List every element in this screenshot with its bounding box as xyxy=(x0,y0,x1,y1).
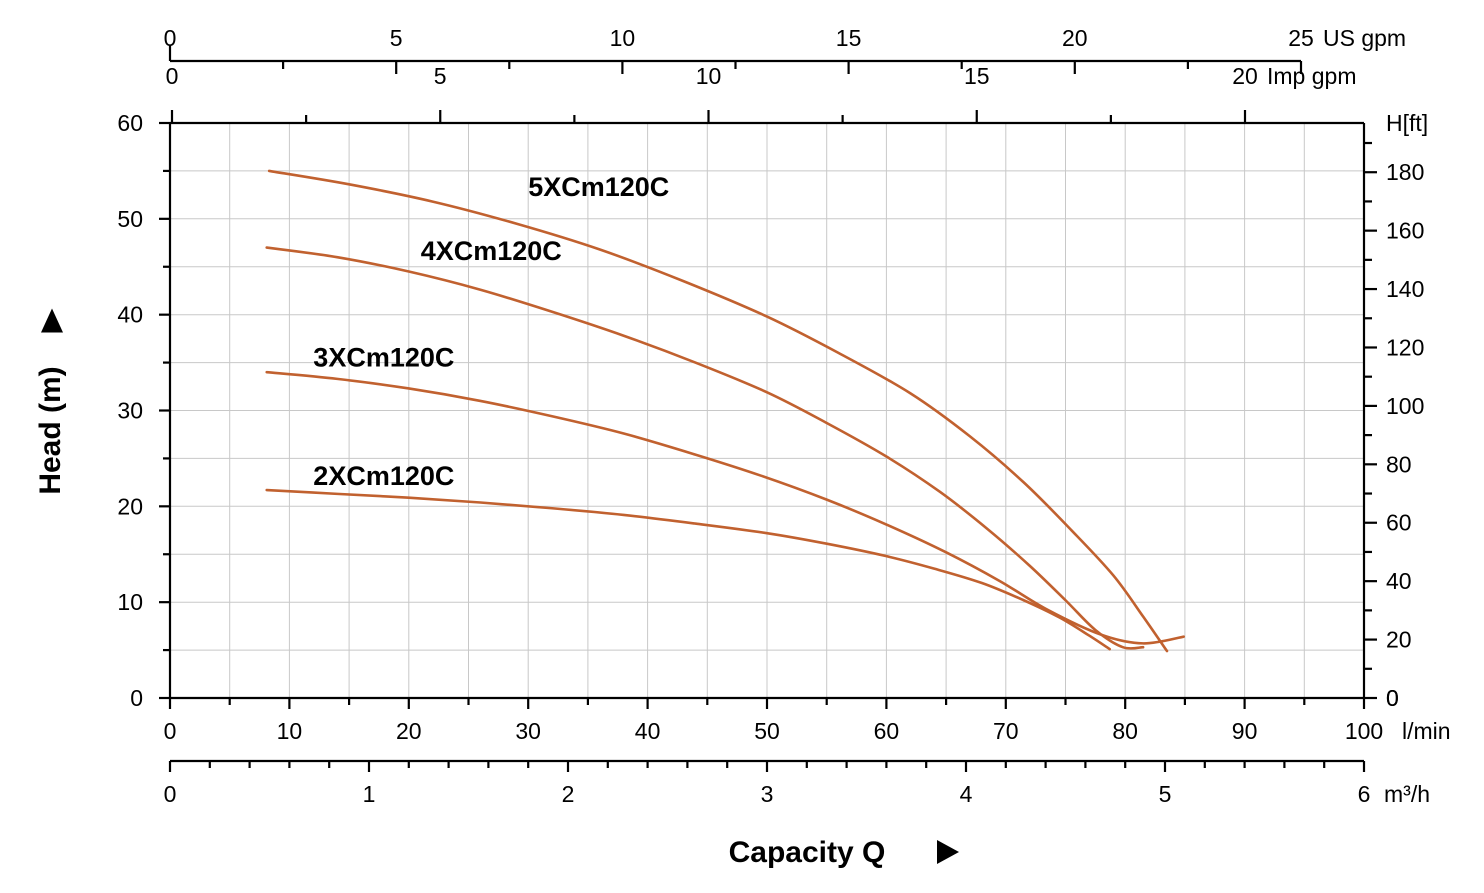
svg-text:50: 50 xyxy=(117,206,143,232)
svg-text:50: 50 xyxy=(754,718,780,744)
svg-text:40: 40 xyxy=(635,718,661,744)
svg-text:1: 1 xyxy=(363,781,376,807)
svg-text:6: 6 xyxy=(1358,781,1371,807)
svg-text:3XCm120C: 3XCm120C xyxy=(313,342,454,372)
svg-text:Imp gpm: Imp gpm xyxy=(1267,63,1356,89)
svg-text:3: 3 xyxy=(761,781,774,807)
svg-text:60: 60 xyxy=(117,110,143,136)
svg-text:160: 160 xyxy=(1386,218,1424,244)
svg-text:100: 100 xyxy=(1345,718,1383,744)
svg-text:15: 15 xyxy=(964,63,990,89)
svg-text:2XCm120C: 2XCm120C xyxy=(313,461,454,491)
svg-text:0: 0 xyxy=(166,63,179,89)
svg-text:5: 5 xyxy=(434,63,447,89)
svg-text:30: 30 xyxy=(515,718,541,744)
svg-text:20: 20 xyxy=(1062,25,1088,51)
svg-text:2: 2 xyxy=(562,781,575,807)
svg-text:15: 15 xyxy=(836,25,862,51)
svg-text:40: 40 xyxy=(1386,568,1412,594)
svg-text:20: 20 xyxy=(117,493,143,519)
svg-text:0: 0 xyxy=(164,718,177,744)
svg-text:60: 60 xyxy=(874,718,900,744)
svg-text:Head (m): Head (m) xyxy=(34,366,67,494)
svg-text:10: 10 xyxy=(696,63,722,89)
svg-text:5: 5 xyxy=(390,25,403,51)
svg-text:10: 10 xyxy=(277,718,303,744)
svg-text:0: 0 xyxy=(164,781,177,807)
svg-text:10: 10 xyxy=(610,25,636,51)
svg-text:0: 0 xyxy=(164,25,177,51)
svg-text:40: 40 xyxy=(117,302,143,328)
svg-text:5XCm120C: 5XCm120C xyxy=(528,172,669,202)
svg-text:60: 60 xyxy=(1386,510,1412,536)
svg-text:25: 25 xyxy=(1288,25,1314,51)
svg-text:m³/h: m³/h xyxy=(1384,781,1430,807)
svg-text:30: 30 xyxy=(117,398,143,424)
svg-text:US gpm: US gpm xyxy=(1323,25,1406,51)
svg-text:120: 120 xyxy=(1386,335,1424,361)
svg-text:70: 70 xyxy=(993,718,1019,744)
svg-text:20: 20 xyxy=(1386,627,1412,653)
svg-text:0: 0 xyxy=(130,685,143,711)
svg-text:100: 100 xyxy=(1386,393,1424,419)
svg-text:80: 80 xyxy=(1386,451,1412,477)
svg-text:20: 20 xyxy=(396,718,422,744)
svg-text:4: 4 xyxy=(960,781,973,807)
svg-text:Capacity Q: Capacity Q xyxy=(729,836,886,869)
svg-text:0: 0 xyxy=(1386,685,1399,711)
svg-text:140: 140 xyxy=(1386,276,1424,302)
svg-text:4XCm120C: 4XCm120C xyxy=(421,236,562,266)
svg-text:90: 90 xyxy=(1232,718,1258,744)
svg-text:80: 80 xyxy=(1112,718,1138,744)
svg-text:10: 10 xyxy=(117,589,143,615)
svg-text:l/min: l/min xyxy=(1402,718,1451,744)
svg-text:5: 5 xyxy=(1159,781,1172,807)
svg-text:180: 180 xyxy=(1386,159,1424,185)
svg-text:H[ft]: H[ft] xyxy=(1386,110,1428,136)
svg-text:20: 20 xyxy=(1232,63,1258,89)
